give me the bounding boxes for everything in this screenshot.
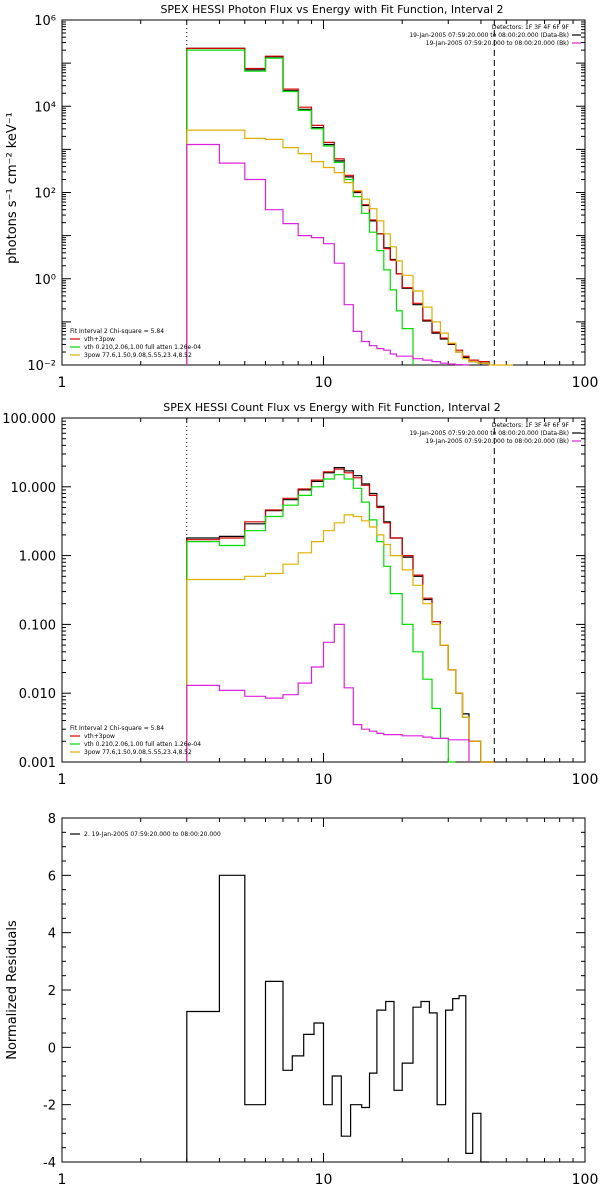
y-tick-label: -4 [43, 1156, 56, 1171]
plot-frame [61, 19, 586, 366]
y-tick-label: 10⁻² [27, 359, 56, 374]
legend-entry: Fit Interval 2 Chi-square = 5.84 [70, 725, 164, 732]
y-tick-label: 10⁰ [34, 273, 56, 288]
y-tick-label: 1.000 [19, 550, 56, 565]
legend-entry: Detectors: 1F 3F 4F 6F 9F [492, 24, 570, 31]
y-tick-label: 10⁶ [34, 14, 56, 29]
x-tick-label: 100 [572, 375, 599, 391]
x-tick-label: 100 [572, 1172, 599, 1188]
y-tick-label: 0.100 [19, 618, 56, 633]
panel-residuals: Normalized Residuals 1 10 100 -4 -2 0 2 4 6 8 2. 1… [5, 812, 598, 1188]
legend-entry: 19-Jan-2005 07:59:20.000 to 08:00:20.000… [426, 438, 569, 445]
series-green [186, 474, 456, 763]
x-tick-label: 1 [58, 375, 67, 391]
series-green [186, 49, 414, 365]
y-tick-label: 0.001 [19, 756, 56, 771]
y-tick-label: 0.010 [19, 687, 56, 702]
legend-entry: 3pow 77.6,1.50,9.08,5.55,23.4,8.52 [84, 352, 192, 359]
series-magenta [186, 143, 470, 366]
series-yellow [186, 514, 495, 763]
y-tick-label: 2 [48, 984, 56, 999]
x-tick-label: 1 [58, 1172, 67, 1188]
chart-title: SPEX HESSI Photon Flux vs Energy with Fi… [160, 3, 503, 16]
plot-frame [61, 817, 586, 1163]
series-red [186, 47, 490, 365]
x-tick-label: 10 [315, 772, 333, 788]
legend-entry: vth+3pow [84, 733, 115, 740]
chart-title: SPEX HESSI Count Flux vs Energy with Fit… [163, 401, 500, 414]
y-tick-label: -2 [43, 1099, 56, 1114]
series-yellow [186, 129, 513, 366]
series-red [186, 468, 495, 763]
plot-frame [61, 417, 586, 763]
y-tick-label: 10² [34, 187, 56, 202]
y-tick-label: 6 [48, 869, 56, 884]
y-tick-label: 8 [48, 812, 56, 827]
x-tick-label: 10 [315, 375, 333, 391]
legend-entry: 19-Jan-2005 07:59:20.000 to 08:00:20.000… [409, 32, 569, 39]
legend-entry: 2. 19-Jan-2005 07:59:20.000 to 08:00:20.… [84, 831, 221, 838]
y-tick-label: 4 [48, 927, 56, 942]
y-tick-label: 10⁴ [34, 100, 56, 115]
legend-entry: vth+3pow [84, 336, 115, 343]
y-tick-label: 10.000 [11, 481, 57, 496]
panel-count-flux: SPEX HESSI Count Flux vs Energy with Fit… [2, 401, 598, 788]
legend-entry: 3pow 77.6,1.50,9.08,5.55,23.4,8.52 [84, 749, 192, 756]
series-black [186, 47, 490, 365]
y-tick-label: 0 [48, 1041, 56, 1056]
x-tick-label: 1 [58, 772, 67, 788]
x-tick-label: 10 [315, 1172, 333, 1188]
legend-entry: 19-Jan-2005 07:59:20.000 to 08:00:20.000… [409, 430, 569, 437]
series-magenta [186, 623, 470, 762]
y-tick-label: 100.000 [2, 412, 56, 427]
legend-entry: Fit Interval 2 Chi-square = 5.84 [70, 328, 164, 335]
legend-entry: 19-Jan-2005 07:59:20.000 to 08:00:20.000… [426, 40, 569, 47]
series-black [186, 874, 490, 1163]
y-axis-label: photons s⁻¹ cm⁻² keV⁻¹ [5, 112, 20, 264]
panel-photon-flux: SPEX HESSI Photon Flux vs Energy with Fi… [5, 3, 598, 391]
series-black [186, 467, 495, 763]
legend-entry: vth 0.210,2.06,1.00 full atten 1.26e-04 [84, 344, 201, 351]
y-axis-label: Normalized Residuals [5, 920, 20, 1060]
legend-entry: Detectors: 1F 3F 4F 6F 9F [492, 422, 570, 429]
x-tick-label: 100 [572, 772, 599, 788]
legend-entry: vth 0.210,2.06,1.00 full atten 1.26e-04 [84, 741, 201, 748]
